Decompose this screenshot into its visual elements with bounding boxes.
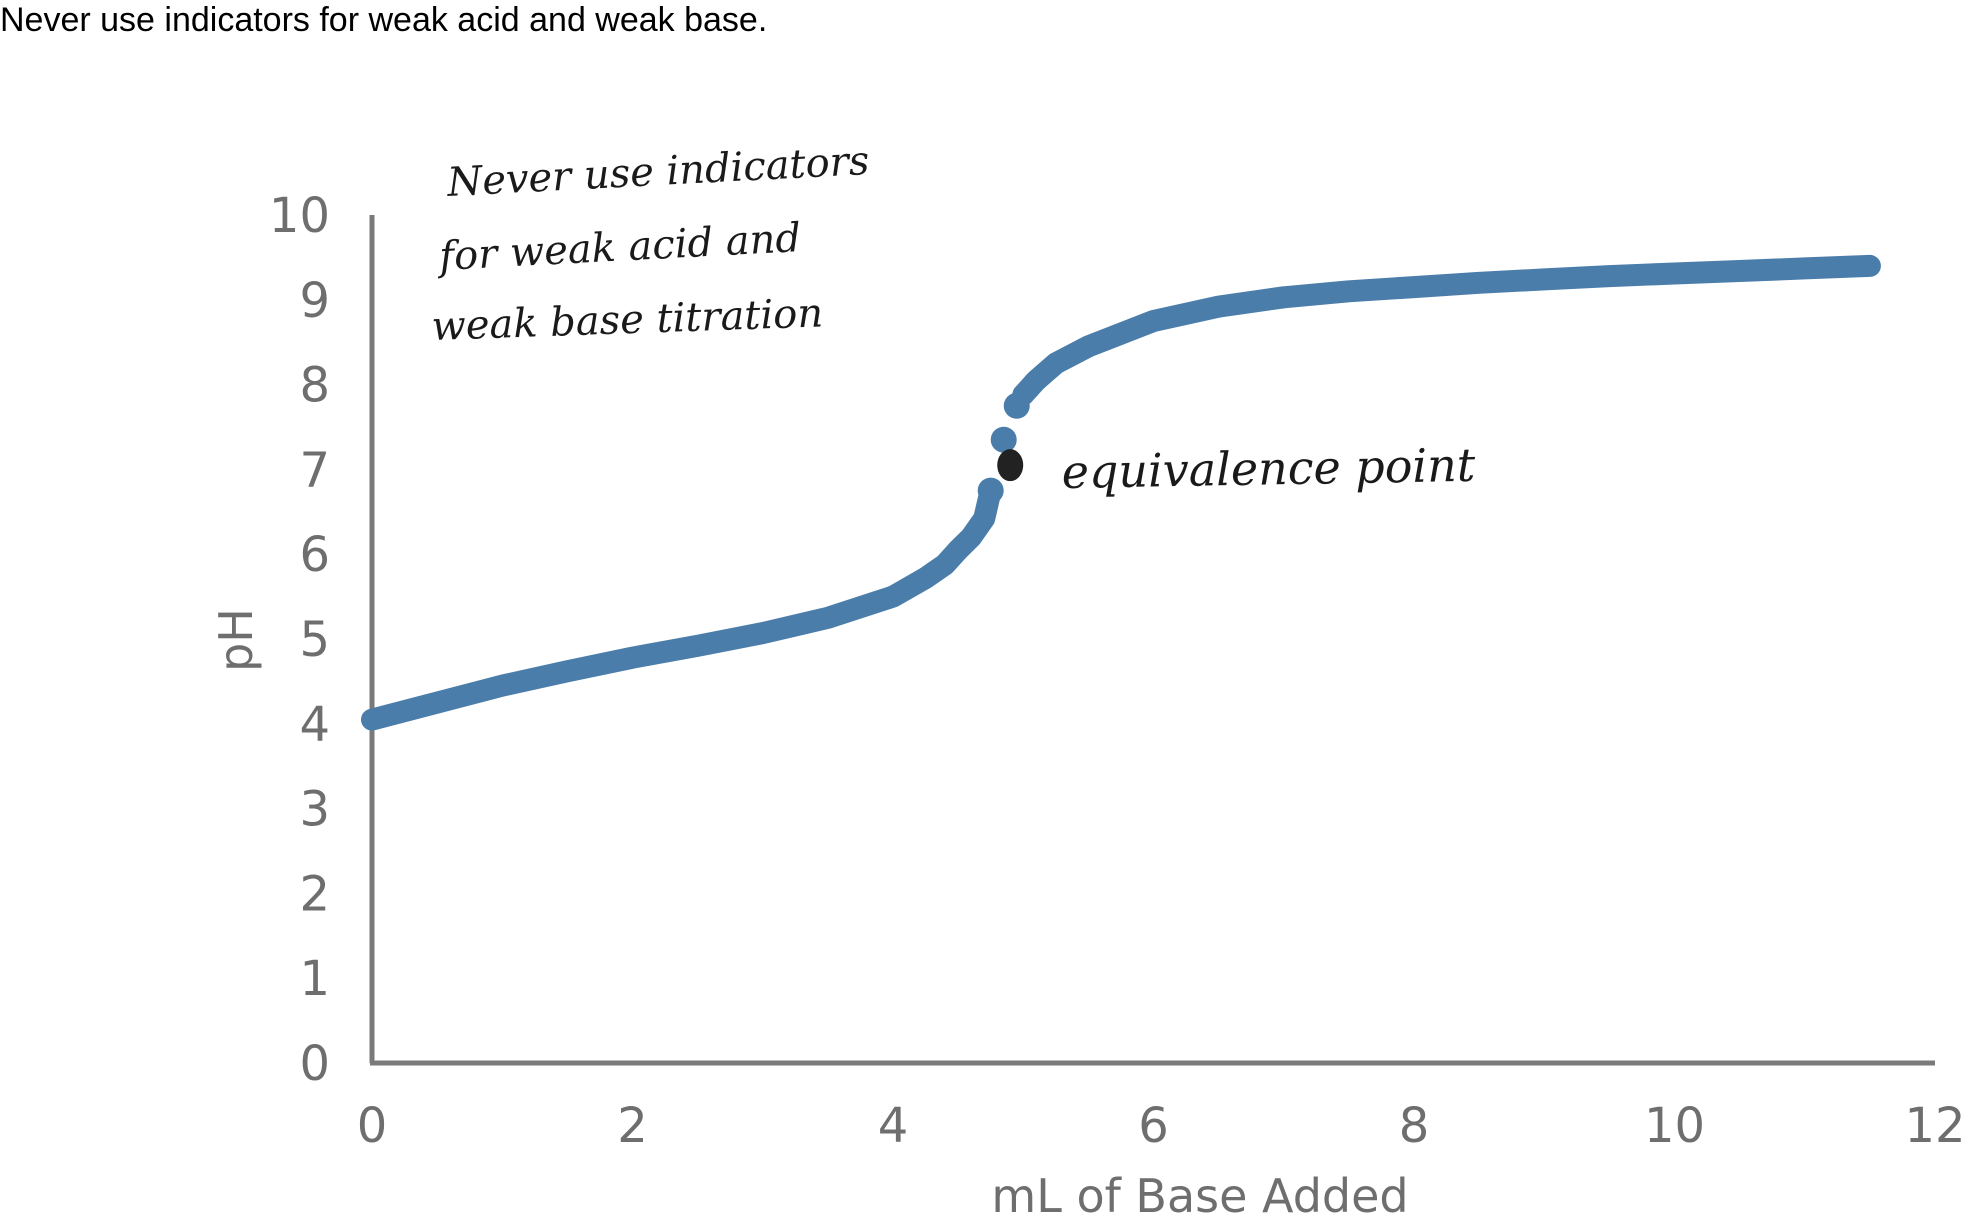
data-point (1003, 392, 1030, 419)
y-tick-label: 6 (299, 527, 330, 583)
x-tick-label: 4 (878, 1098, 909, 1154)
x-tick-label: 0 (357, 1098, 388, 1154)
equivalence-point-label: equivalence point (1061, 438, 1476, 499)
y-tick-label: 5 (299, 612, 330, 668)
y-tick-label: 3 (299, 782, 330, 838)
data-point (990, 426, 1017, 453)
x-tick-label: 6 (1138, 1098, 1169, 1154)
x-axis-title: mL of Base Added (991, 1169, 1408, 1223)
y-tick-label: 2 (299, 866, 330, 922)
x-tick-label: 2 (617, 1098, 648, 1154)
curve-segment-lower (361, 479, 1002, 731)
y-axis-title: pH (209, 608, 263, 672)
x-tick-label: 10 (1644, 1098, 1705, 1154)
curve-segment-upper (1012, 254, 1881, 406)
handwritten-note: Never use indicators for weak acid and w… (431, 138, 871, 350)
y-tick-label: 4 (299, 697, 330, 753)
data-points (977, 392, 1030, 504)
x-tick-label: 12 (1904, 1098, 1965, 1154)
page-note: Never use indicators for weak acid and w… (0, 1, 768, 39)
equivalence-point-marker (997, 449, 1024, 482)
handwritten-note-line-3: weak base titration (431, 290, 824, 350)
y-tick-labels: 0 1 2 3 4 5 6 7 8 9 10 (269, 188, 330, 1092)
handwritten-note-line-2: for weak acid and (435, 215, 802, 280)
y-tick-label: 9 (299, 273, 330, 329)
handwritten-note-line-1: Never use indicators (445, 138, 870, 206)
y-tick-label: 1 (299, 951, 330, 1007)
titration-curve (361, 254, 1881, 731)
chart-axes (369, 215, 1935, 1066)
data-point (977, 477, 1004, 504)
y-tick-label: 7 (299, 442, 330, 498)
y-tick-label: 8 (299, 358, 330, 414)
y-tick-label: 0 (299, 1036, 330, 1092)
x-tick-labels: 0 2 4 6 8 10 12 (357, 1098, 1966, 1154)
x-tick-label: 8 (1399, 1098, 1430, 1154)
y-tick-label: 10 (269, 188, 330, 244)
